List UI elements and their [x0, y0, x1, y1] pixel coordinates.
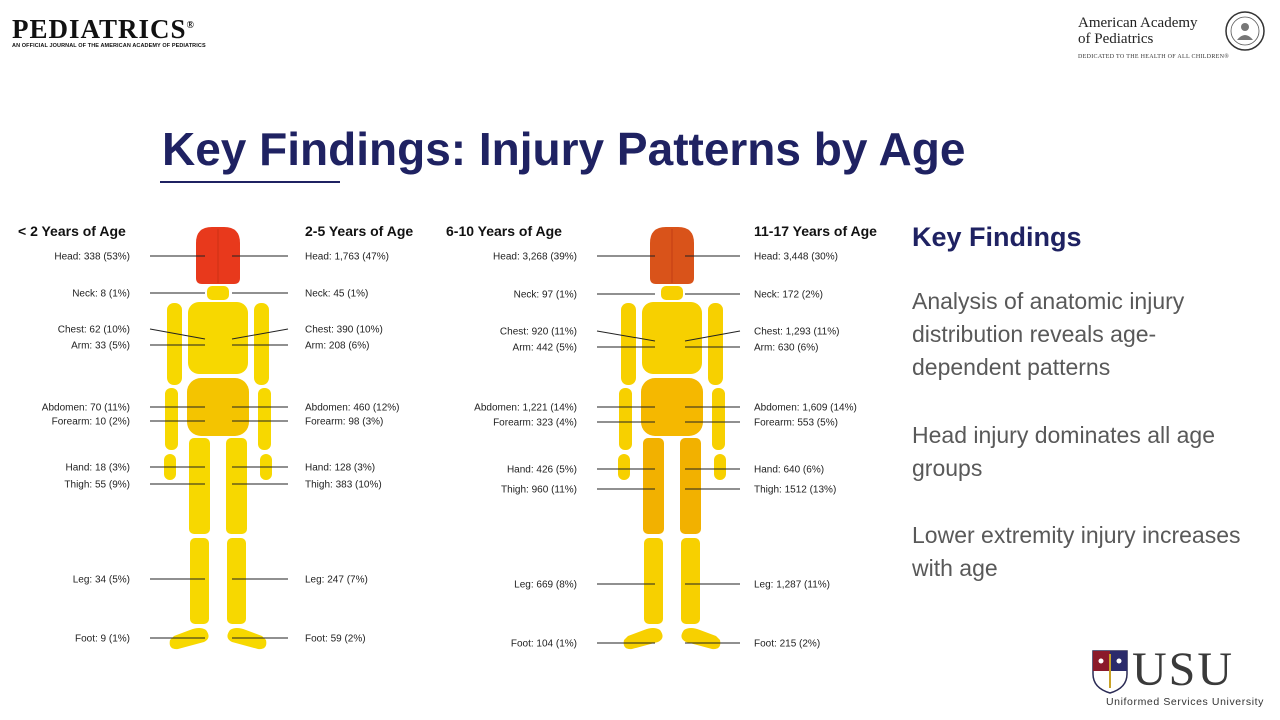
injury-label-right: Hand: 640 (6%) [754, 465, 824, 476]
left-thigh-region [643, 438, 664, 534]
left-hand-region [618, 454, 630, 480]
injury-label-right: Head: 3,448 (30%) [754, 252, 838, 263]
injury-label-left: Head: 3,268 (39%) [493, 252, 577, 263]
injury-label-right: Thigh: 383 (10%) [305, 480, 382, 491]
title-underline [160, 181, 340, 183]
injury-label-left: Arm: 442 (5%) [513, 343, 577, 354]
slide-title: Key Findings: Injury Patterns by Age [162, 123, 966, 175]
key-findings-heading: Key Findings [912, 222, 1082, 252]
injury-label-left: Foot: 9 (1%) [75, 634, 130, 645]
left-thigh-region [189, 438, 210, 534]
injury-label-right: Hand: 128 (3%) [305, 463, 375, 474]
aap-tagline: DEDICATED TO THE HEALTH OF ALL CHILDREN® [1078, 54, 1230, 60]
age-group-label: < 2 Years of Age [18, 223, 126, 239]
left-foot-region [623, 628, 663, 650]
injury-label-right: Foot: 59 (2%) [305, 634, 366, 645]
left-arm-region [621, 303, 636, 385]
injury-body-diagram: < 2 Years of Age 2-5 Years of Age Head: 33… [18, 223, 877, 650]
injury-label-right: Chest: 1,293 (11%) [754, 327, 839, 338]
injury-label-right: Chest: 390 (10%) [305, 325, 383, 336]
neck-region [207, 286, 229, 300]
chest-region [642, 302, 702, 374]
leader-line [596, 330, 656, 342]
injury-label-left: Thigh: 960 (11%) [501, 485, 577, 496]
right-thigh-region [680, 438, 701, 534]
age-group-label: 6-10 Years of Age [446, 223, 562, 239]
injury-label-left: Leg: 669 (8%) [514, 580, 577, 591]
neck-region [661, 286, 683, 300]
age-group-label: 2-5 Years of Age [305, 223, 413, 239]
left-forearm-region [619, 388, 632, 450]
right-leg-region [681, 538, 700, 624]
aap-name-line1: American Academy [1078, 15, 1198, 31]
usu-name: Uniformed Services University [1105, 696, 1264, 708]
injury-label-right: Thigh: 1512 (13%) [754, 485, 836, 496]
right-hand-region [714, 454, 726, 480]
injury-label-left: Foot: 104 (1%) [511, 639, 577, 650]
left-arm-region [167, 303, 182, 385]
injury-label-right: Neck: 172 (2%) [754, 290, 823, 301]
body-figure-1 [164, 227, 272, 650]
left-foot-region [169, 628, 209, 650]
right-forearm-region [712, 388, 725, 450]
journal-subtitle: AN OFFICIAL JOURNAL OF THE AMERICAN ACAD… [12, 43, 206, 49]
pediatrics-logo: PEDIATRICS® AN OFFICIAL JOURNAL OF THE A… [12, 14, 206, 49]
right-thigh-region [226, 438, 247, 534]
injury-label-right: Leg: 1,287 (11%) [754, 580, 830, 591]
right-leg-region [227, 538, 246, 624]
injury-label-right: Foot: 215 (2%) [754, 639, 820, 650]
injury-label-left: Abdomen: 70 (11%) [42, 403, 130, 414]
injury-label-left: Neck: 97 (1%) [514, 290, 577, 301]
usu-logo: USU Uniformed Services University [1092, 643, 1267, 712]
injury-label-right: Arm: 630 (6%) [754, 343, 818, 354]
injury-label-right: Forearm: 553 (5%) [754, 418, 838, 429]
chest-region [188, 302, 248, 374]
finding-2: Head injury dominates all age groups [912, 422, 1216, 481]
usu-shield-icon [1092, 650, 1128, 694]
injury-label-left: Head: 338 (53%) [54, 252, 130, 263]
injury-label-left: Forearm: 323 (4%) [493, 418, 577, 429]
injury-label-left: Abdomen: 1,221 (14%) [474, 403, 577, 414]
injury-label-right: Abdomen: 1,609 (14%) [754, 403, 857, 414]
usu-wordmark: USU [1132, 643, 1235, 696]
injury-label-right: Neck: 45 (1%) [305, 289, 368, 300]
injury-label-right: Head: 1,763 (47%) [305, 252, 389, 263]
injury-label-left: Chest: 62 (10%) [58, 325, 130, 336]
leader-line [149, 328, 206, 340]
finding-1: Analysis of anatomic injury distribution… [912, 288, 1185, 380]
left-leg-region [644, 538, 663, 624]
right-arm-region [254, 303, 269, 385]
left-forearm-region [165, 388, 178, 450]
right-arm-region [708, 303, 723, 385]
injury-label-left: Forearm: 10 (2%) [52, 417, 130, 428]
injury-label-left: Chest: 920 (11%) [500, 327, 577, 338]
journal-mark: ® [186, 20, 196, 31]
aap-seal-icon [1225, 11, 1265, 51]
finding-3: Lower extremity injury increases with ag… [912, 522, 1241, 581]
right-foot-region [227, 628, 267, 650]
injury-label-right: Forearm: 98 (3%) [305, 417, 383, 428]
age-group-label: 11-17 Years of Age [754, 223, 877, 239]
injury-label-right: Arm: 208 (6%) [305, 341, 369, 352]
injury-label-left: Leg: 34 (5%) [73, 575, 130, 586]
injury-label-right: Abdomen: 460 (12%) [305, 403, 400, 414]
injury-label-left: Hand: 426 (5%) [507, 465, 577, 476]
injury-label-left: Neck: 8 (1%) [72, 289, 130, 300]
aap-logo: American Academy of Pediatrics DEDICATED… [1066, 10, 1266, 64]
journal-name: PEDIATRICS [12, 14, 187, 44]
aap-name-line2: of Pediatrics [1078, 31, 1154, 47]
body-figure-2 [618, 227, 726, 650]
injury-label-left: Arm: 33 (5%) [71, 341, 130, 352]
right-foot-region [681, 628, 721, 650]
leader-line [684, 330, 741, 342]
left-leg-region [190, 538, 209, 624]
injury-label-right: Leg: 247 (7%) [305, 575, 368, 586]
injury-label-left: Thigh: 55 (9%) [64, 480, 130, 491]
right-forearm-region [258, 388, 271, 450]
injury-label-left: Hand: 18 (3%) [66, 463, 130, 474]
leader-line [231, 328, 289, 340]
